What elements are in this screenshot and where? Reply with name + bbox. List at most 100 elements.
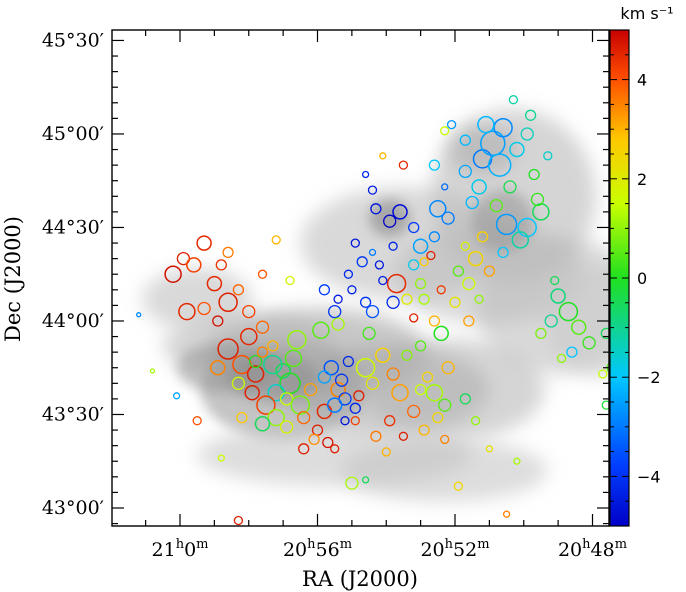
clump-marker [361,170,370,179]
gas-region [365,339,545,440]
clump-marker [459,393,471,405]
clump-marker [378,275,388,286]
clump-marker [582,336,596,350]
clump-marker [365,376,380,390]
clump-marker [256,395,276,415]
clump-marker [271,235,281,245]
clump-marker [489,199,503,213]
y-tick-label: 44°30′ [42,216,104,238]
clump-marker [136,312,142,318]
clump-marker [458,164,472,179]
clump-marker [192,416,202,426]
clump-marker [480,130,506,157]
clump-marker [370,430,382,442]
x-tick-label: 21h0m [152,537,209,561]
clump-marker [349,402,361,414]
y-tick-label: 45°30′ [42,29,104,51]
clump-marker [326,397,343,413]
clump-marker [232,284,245,296]
clump-marker [509,141,525,158]
y-tick-label: 45°00′ [42,123,104,145]
clump-marker [267,340,279,352]
clump-marker [428,231,441,243]
clump-marker [323,359,340,376]
clump-marker [441,183,449,191]
clump-marker [345,476,359,490]
clump-marker [317,370,332,384]
clump-marker [287,329,307,350]
clump-marker [414,340,427,352]
clump-marker [218,292,238,313]
y-axis-ticks: 43°00′ 43°30′ 44°00′ 44°30′ 45°00′ 45°30′ [42,29,609,525]
clump-marker [438,398,452,412]
clump-marker [425,383,444,402]
clump-marker [601,400,609,410]
clump-marker [449,296,461,308]
clump-marker [279,392,294,406]
clump-marker [330,444,340,454]
colorbar-title: km s⁻¹ [620,4,673,23]
colorbar-tick-label: −4 [637,467,661,486]
clump-marker [495,213,518,236]
clump-marker [407,404,421,419]
clump-marker [467,250,484,267]
clump-marker [350,238,360,248]
clump-marker [474,294,484,304]
clump-marker [483,265,496,277]
clump-marker [297,410,311,425]
clump-marker [215,259,227,271]
clump-marker [308,433,320,446]
clump-marker [414,277,427,290]
clump-marker [186,257,202,273]
clump-marker [355,357,376,378]
clump-marker [318,284,331,296]
clump-marker [322,436,334,449]
clump-marker [436,285,446,295]
clump-marker [485,445,494,453]
clump-marker [433,325,449,342]
clump-marker [267,408,285,427]
clump-marker [453,481,464,491]
clump-marker [290,395,311,415]
clump-marker [508,95,519,105]
clump-marker [178,302,196,321]
x-tick-label: 20h48m [558,537,627,561]
clump-marker [513,457,521,465]
clump-marker [233,515,244,526]
clump-marker [476,231,489,243]
clump-marker [347,285,357,295]
clump-marker [365,304,380,319]
clump-markers [136,95,609,526]
clump-marker [255,320,270,334]
clump-marker [459,134,471,146]
clump-marker [312,321,330,340]
gas-region [142,267,253,331]
clump-marker [244,384,260,401]
clump-marker [497,246,509,259]
clump-marker [196,235,212,251]
clump-marker [333,294,343,304]
clump-marker [470,416,481,426]
clump-marker [284,349,303,368]
clump-marker [460,241,470,251]
clump-marker [217,454,225,462]
clump-marker [362,326,376,341]
clump-marker [530,192,545,207]
clump-marker [303,382,318,397]
clump-marker [398,160,409,170]
clump-marker [401,349,413,361]
clump-marker [342,355,355,368]
clump-marker [463,315,475,327]
clump-marker [386,295,400,309]
clump-marker [386,273,407,294]
clump-marker [197,301,211,316]
clump-marker [543,151,553,161]
clump-marker [477,115,495,134]
clump-marker [254,416,271,432]
clump-marker [386,367,400,381]
clump-marker [440,126,450,136]
clump-marker [418,293,430,305]
clump-marker [257,269,268,279]
clump-marker [330,381,346,398]
